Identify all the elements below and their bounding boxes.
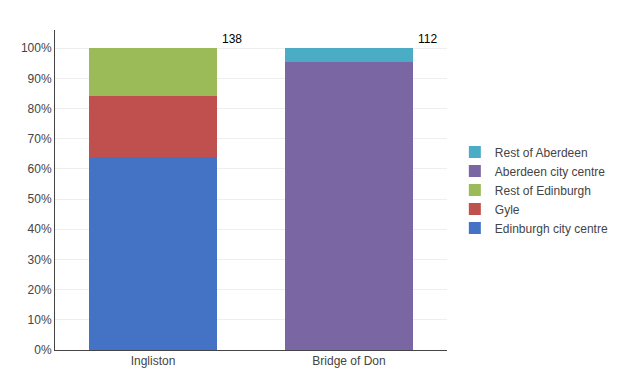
svg-text:60%: 60% — [28, 162, 52, 176]
svg-text:80%: 80% — [28, 102, 52, 116]
svg-text:20%: 20% — [28, 283, 52, 297]
svg-text:Rest of Aberdeen: Rest of Aberdeen — [495, 146, 588, 160]
svg-text:Gyle: Gyle — [495, 203, 520, 217]
svg-text:Rest of Edinburgh: Rest of Edinburgh — [495, 184, 591, 198]
svg-text:90%: 90% — [28, 72, 52, 86]
svg-text:10%: 10% — [28, 313, 52, 327]
svg-text:50%: 50% — [28, 192, 52, 206]
svg-text:40%: 40% — [28, 222, 52, 236]
svg-text:70%: 70% — [28, 132, 52, 146]
svg-text:Bridge of Don: Bridge of Don — [312, 354, 385, 368]
svg-text:138: 138 — [222, 32, 242, 46]
svg-text:112: 112 — [418, 32, 437, 46]
svg-text:Aberdeen city centre: Aberdeen city centre — [495, 165, 605, 179]
svg-text:Edinburgh city centre: Edinburgh city centre — [495, 222, 608, 236]
svg-text:0%: 0% — [34, 343, 52, 357]
svg-text:30%: 30% — [28, 253, 52, 267]
svg-text:100%: 100% — [21, 41, 52, 55]
svg-text:Ingliston: Ingliston — [131, 354, 176, 368]
